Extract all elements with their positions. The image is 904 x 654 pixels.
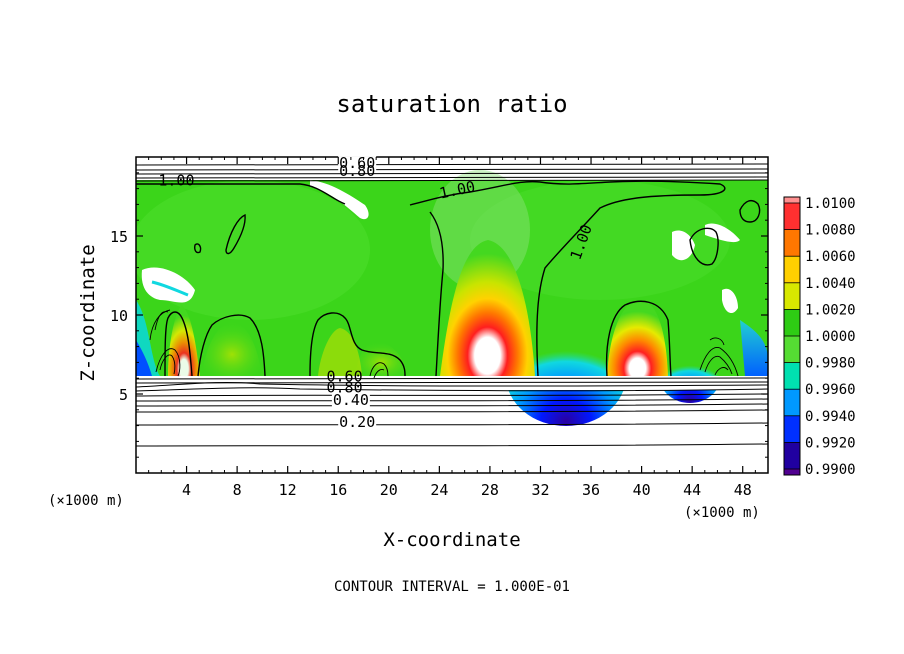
x-tick-label: 24 (430, 481, 448, 499)
x-tick-label: 28 (481, 481, 499, 499)
x-axis: 4 8 12 16 20 24 28 32 36 40 44 48 (148, 157, 756, 499)
colorbar-swatch (784, 256, 800, 283)
colorbar-label: 0.9920 (805, 435, 856, 451)
contour-label-bg (338, 415, 377, 431)
heatmap-field (136, 157, 768, 473)
contour-label: 0.80 (339, 162, 375, 180)
colorbar-underflow (784, 469, 800, 475)
x-tick-label: 4 (182, 481, 191, 499)
x-unit-label: (×1000 m) (684, 505, 760, 521)
chart-title: saturation ratio (336, 90, 567, 118)
contour-label-bg (338, 156, 377, 172)
contour-label: 0.60 (339, 154, 375, 172)
colorbar-swatch (784, 203, 800, 230)
colorbar-label: 1.0040 (805, 276, 856, 292)
x-axis-label: X-coordinate (383, 529, 520, 551)
colorbar-overflow (784, 197, 800, 203)
contour-interval-note: CONTOUR INTERVAL = 1.000E-01 (334, 579, 570, 595)
y-tick-label: 5 (119, 386, 128, 404)
x-tick-label: 44 (683, 481, 701, 499)
contour-label: 0.40 (333, 391, 369, 409)
colorbar-swatch (784, 362, 800, 390)
colorbar-label: 0.9900 (805, 462, 856, 478)
contour-label-bg (331, 393, 370, 409)
colorbar-label: 1.0080 (805, 223, 856, 239)
colorbar-label: 0.9960 (805, 382, 856, 398)
x-tick-label: 40 (633, 481, 651, 499)
colorbar-swatch (784, 229, 800, 257)
z-unit-label: (×1000 m) (48, 493, 124, 509)
colorbar-swatch (784, 282, 800, 310)
contour-labels: 0.600.801.00 1.001.000.600.800.400.20 (158, 154, 596, 431)
colorbar-label: 1.0000 (805, 329, 856, 345)
colorbar-label: 1.0020 (805, 302, 856, 318)
contour-label: 0.60 (326, 367, 362, 385)
z-axis-label: Z-coordinate (77, 244, 99, 381)
contour-label: 1.00 (158, 171, 194, 189)
x-tick-label: 8 (233, 481, 242, 499)
colorbar-label: 0.9980 (805, 356, 856, 372)
colorbar-label: 1.0100 (805, 196, 856, 212)
colorbar-label: 0.9940 (805, 409, 856, 425)
y-axis: 5 10 15 (110, 172, 768, 458)
contour-label: 0.80 (326, 378, 362, 396)
contour-label: 0.20 (339, 413, 375, 431)
colorbar-label: 1.0060 (805, 249, 856, 265)
x-tick-label: 32 (531, 481, 549, 499)
colorbar-swatch (784, 415, 800, 443)
x-tick-label: 36 (582, 481, 600, 499)
x-tick-label: 16 (329, 481, 347, 499)
colorbar: 1.0100 1.0080 1.0060 1.0040 1.0020 1.0000 0.99… (783, 196, 856, 478)
colorbar-swatch (784, 336, 800, 363)
y-tick-label: 15 (110, 228, 128, 246)
colorbar-swatch (784, 442, 800, 469)
colorbar-swatch (784, 309, 800, 336)
colorbar-swatch (784, 389, 800, 416)
x-tick-label: 48 (734, 481, 752, 499)
y-tick-label: 10 (110, 307, 128, 325)
x-tick-label: 20 (380, 481, 398, 499)
x-tick-label: 12 (279, 481, 297, 499)
